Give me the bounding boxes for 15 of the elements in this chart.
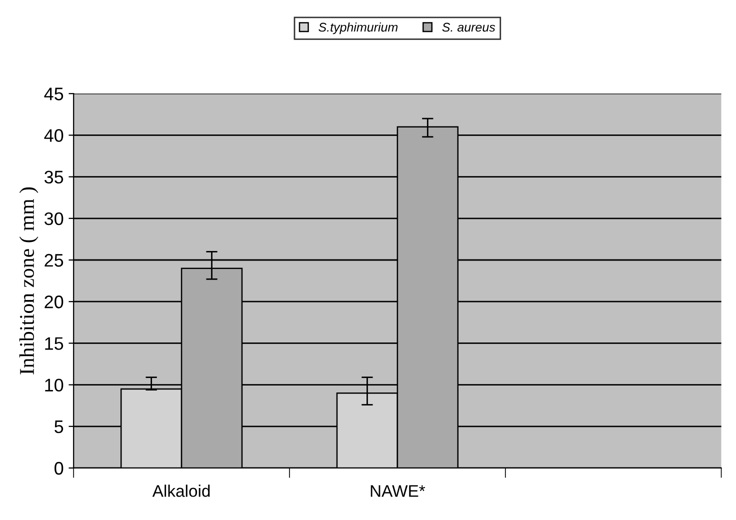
y-tick-label: 45 (44, 88, 64, 100)
y-tick-label: 5 (54, 420, 64, 434)
y-tick-label: 10 (45, 378, 64, 392)
y-tick-label: 35 (44, 170, 64, 184)
y-tick-label: 25 (44, 254, 64, 267)
legend-label: S. aureus (442, 22, 496, 32)
y-tick-label: 0 (54, 462, 64, 475)
legend-label: S.typhimurium (318, 22, 398, 34)
y-tick-label: 30 (44, 212, 64, 226)
y-tick-label: 40 (44, 129, 64, 142)
y-axis-title: Inhibition zone ( mm ) (19, 187, 38, 374)
x-tick-label: Alkaloid (152, 484, 210, 497)
x-tick-label: NAWE* (370, 485, 426, 497)
y-tick-label: 15 (45, 337, 64, 350)
y-tick-label: 20 (44, 296, 64, 308)
